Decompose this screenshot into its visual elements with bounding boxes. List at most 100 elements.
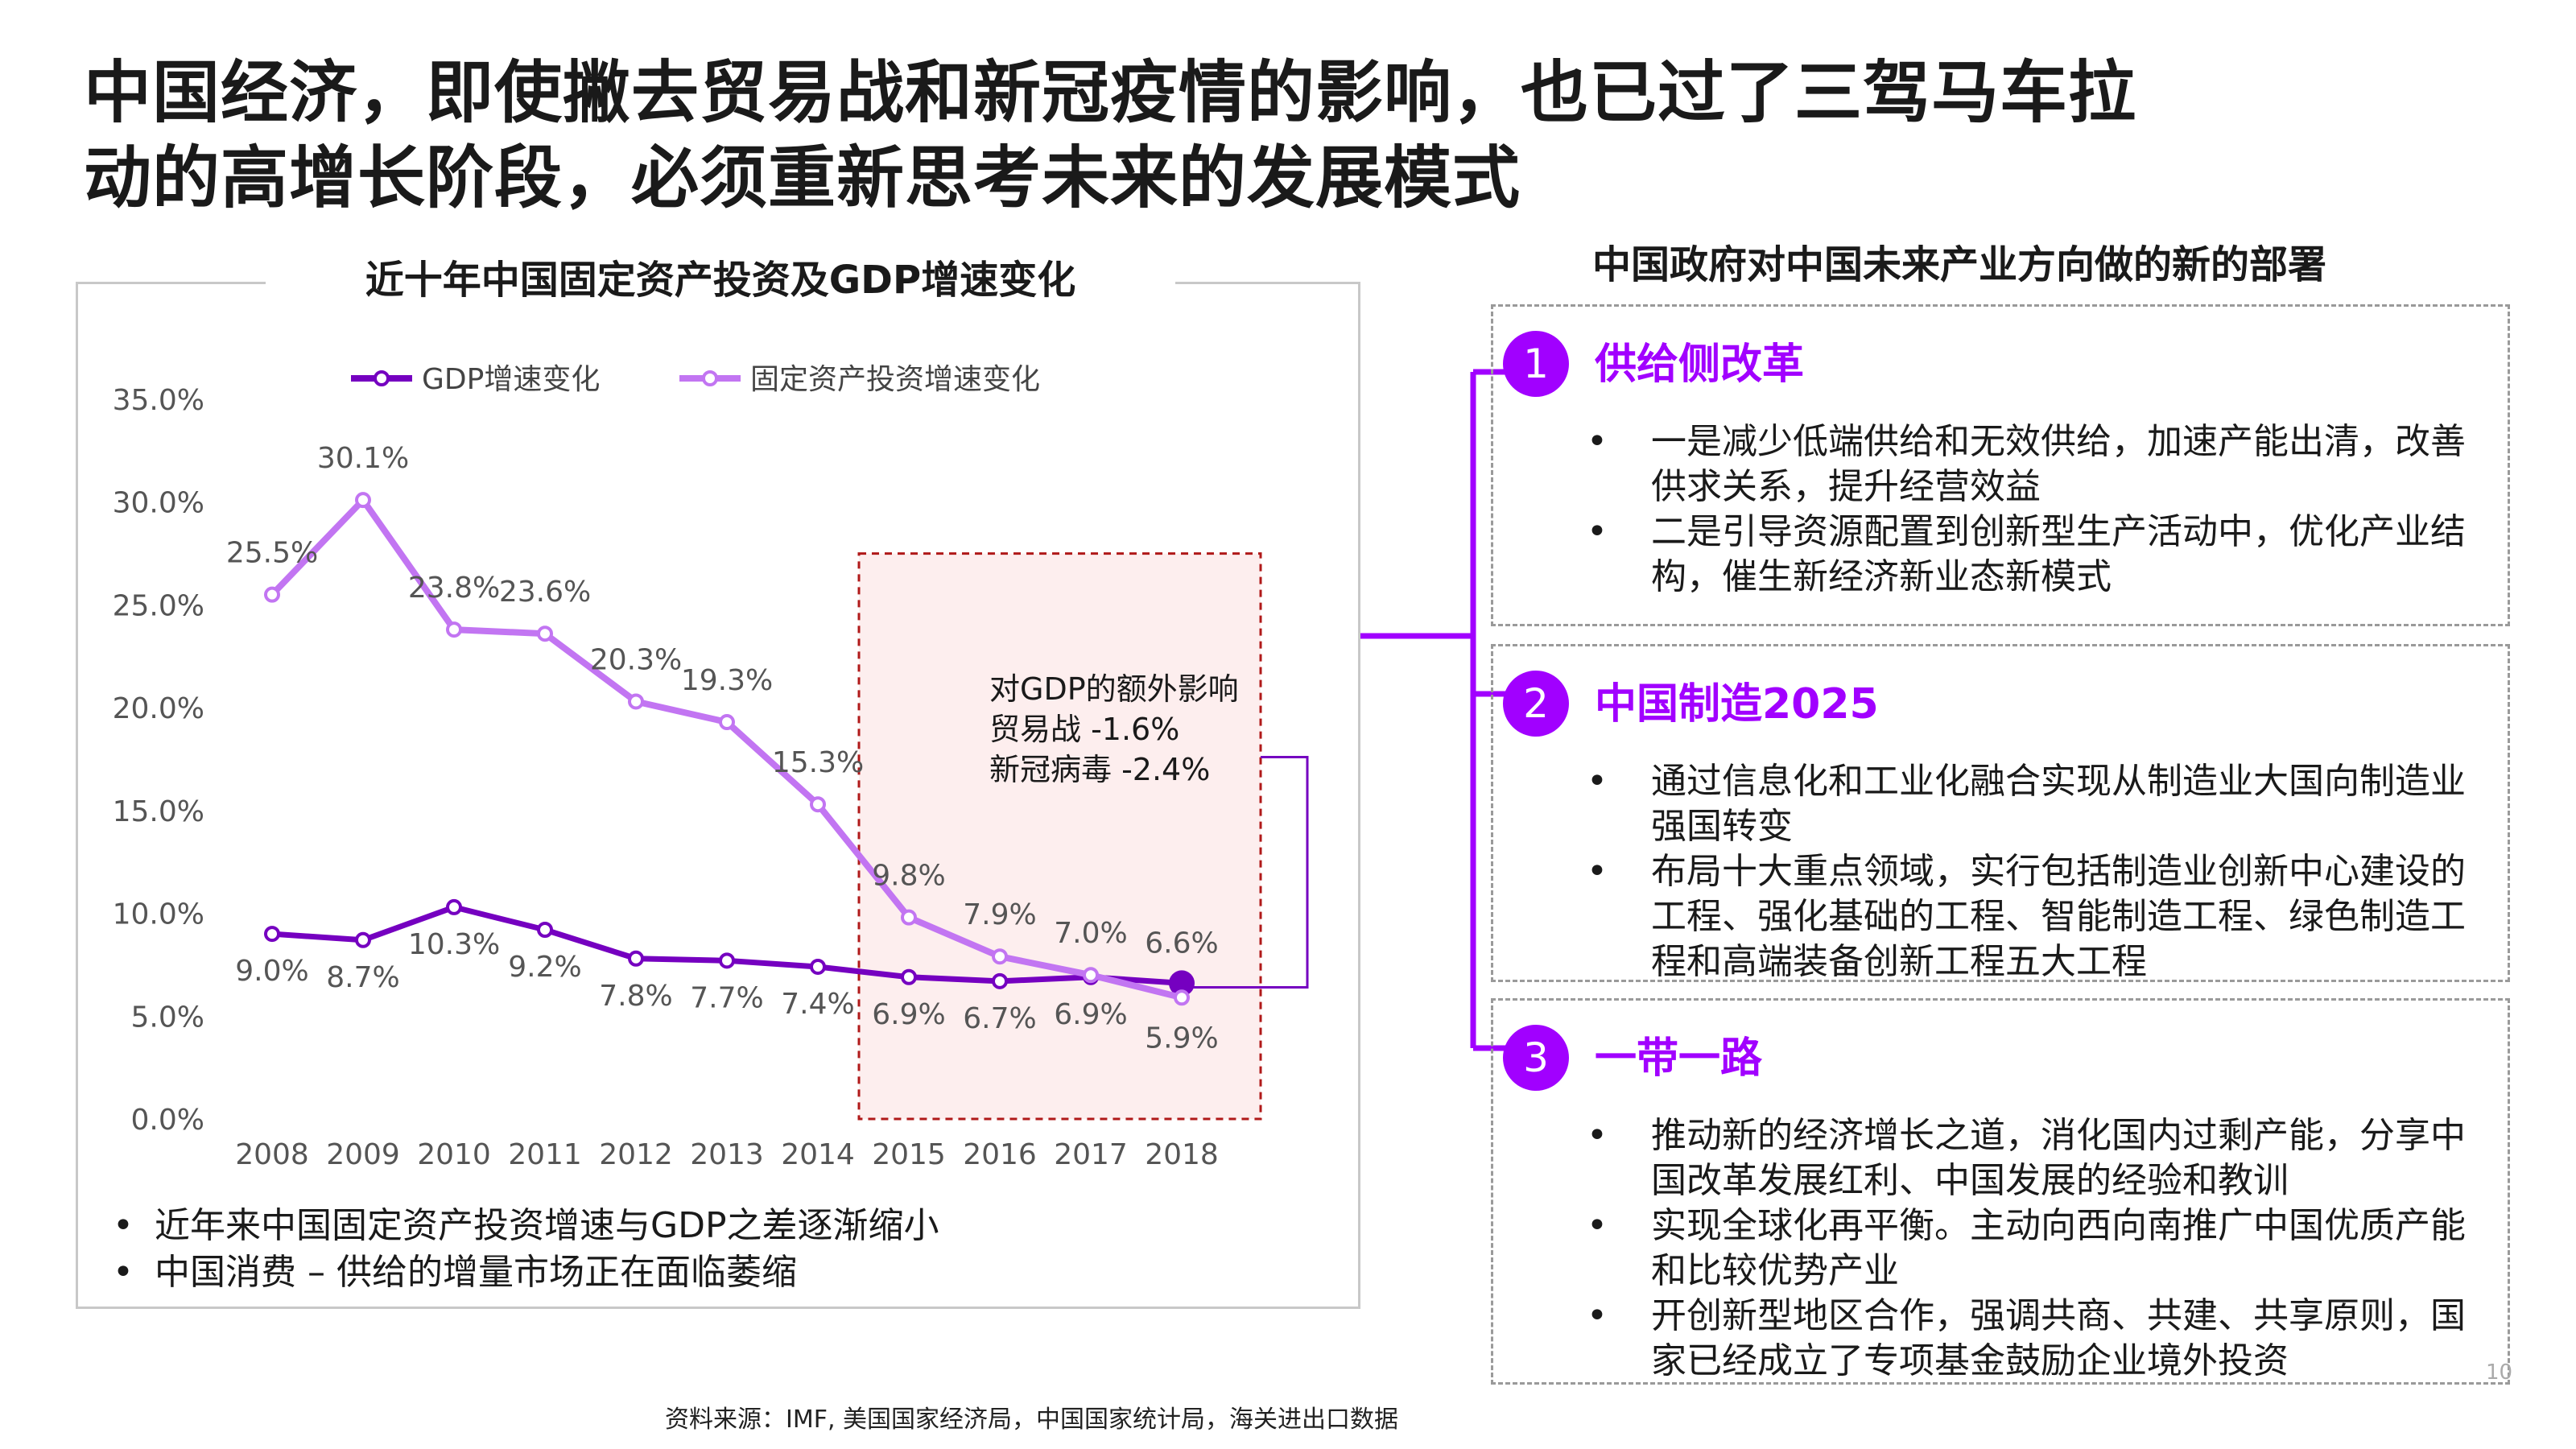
number-badge: 1 [1503, 331, 1569, 397]
data-label: 10.3% [408, 928, 500, 961]
data-label: 23.6% [499, 576, 591, 609]
data-label: 6.9% [872, 998, 945, 1031]
data-point [537, 625, 553, 642]
list-item: • 实现全球化再平衡。主动向西向南推广中国优质产能和比较优势产业 [1587, 1203, 2496, 1294]
y-tick-label: 25.0% [113, 589, 204, 622]
data-point [901, 909, 917, 926]
policy-heading: 供给侧改革 [1595, 341, 1805, 389]
policy-card-3: 3 一带一路 • 推动新的经济增长之道，消化国内过剩产能，分享中国改革发展红利、中… [1491, 998, 2510, 1385]
x-tick-label: 2013 [690, 1138, 764, 1171]
data-label: 7.4% [781, 988, 854, 1021]
legend-marker [374, 370, 390, 386]
list-item: • 通过信息化和工业化融合实现从制造业大国向制造业强国转变 [1587, 759, 2496, 849]
source-note: 资料来源：IMF, 美国国家经济局，中国国家统计局，海关进出口数据 [665, 1406, 1399, 1434]
highlight-annotation: 新冠病毒 -2.4% [989, 752, 1210, 787]
x-tick-label: 2008 [235, 1138, 309, 1171]
data-label: 9.2% [508, 951, 581, 984]
chart-note: • 近年来中国固定资产投资增速与GDP之差逐渐缩小 [113, 1203, 1320, 1249]
bullet-icon: • [1587, 761, 1608, 802]
data-label: 7.7% [690, 981, 763, 1014]
data-point [992, 948, 1008, 965]
data-point [264, 586, 280, 603]
data-point [719, 714, 735, 731]
chart-note-text: 中国消费 – 供给的增量市场正在面临萎缩 [155, 1252, 797, 1293]
data-label: 19.3% [681, 664, 773, 697]
y-tick-label: 30.0% [113, 487, 204, 520]
page-title: 中国经济，即使撇去贸易战和新冠疫情的影响，也已过了三驾马车拉 动的高增长阶段，必… [84, 50, 2257, 221]
data-label: 20.3% [590, 643, 682, 676]
data-label: 6.6% [1145, 927, 1218, 960]
y-tick-label: 0.0% [131, 1104, 204, 1137]
bullet-icon: • [1587, 1115, 1608, 1156]
data-point [1174, 989, 1190, 1006]
highlight-annotation: 对GDP的额外影响 [989, 671, 1239, 707]
chart-note-text: 近年来中国固定资产投资增速与GDP之差逐渐缩小 [155, 1205, 939, 1246]
policy-list: • 一是减少低端供给和无效供给，加速产能出清，改善供求关系，提升经营效益 • 二是引… [1587, 419, 2496, 600]
data-point [628, 693, 644, 710]
highlight-annotation: 贸易战 -1.6% [989, 712, 1179, 747]
x-tick-label: 2014 [781, 1138, 855, 1171]
data-point [355, 492, 371, 509]
number-badge: 3 [1503, 1025, 1569, 1091]
data-label: 25.5% [226, 537, 318, 570]
data-label: 7.8% [599, 980, 672, 1013]
data-point [446, 621, 462, 638]
x-tick-label: 2011 [508, 1138, 582, 1171]
bullet-icon: • [1587, 1205, 1608, 1246]
data-point [446, 898, 462, 915]
data-label: 7.9% [963, 898, 1036, 931]
data-label: 6.9% [1054, 998, 1127, 1031]
bullet-icon: • [1587, 1295, 1608, 1336]
y-tick-label: 20.0% [113, 692, 204, 725]
data-label: 23.8% [408, 572, 500, 605]
data-point [628, 950, 644, 967]
data-label: 7.0% [1054, 917, 1127, 950]
data-label: 8.7% [326, 961, 399, 994]
bullet-icon: • [1587, 511, 1608, 552]
page-title-line-1: 中国经济，即使撇去贸易战和新冠疫情的影响，也已过了三驾马车拉 [84, 53, 2137, 132]
data-label: 15.3% [772, 746, 864, 779]
bullet-icon: • [113, 1205, 134, 1246]
page-title-line-2: 动的高增长阶段，必须重新思考未来的发展模式 [84, 138, 1521, 217]
right-panel-title: 中国政府对中国未来产业方向做的新的部署 [1592, 242, 2327, 287]
data-label: 9.8% [872, 860, 945, 893]
data-point [1083, 967, 1099, 984]
x-tick-label: 2010 [417, 1138, 491, 1171]
list-item: • 开创新型地区合作，强调共商、共建、共享原则，国家已经成立了专项基金鼓励企业境外… [1587, 1294, 2496, 1384]
legend-label: 固定资产投资增速变化 [750, 363, 1040, 396]
legend-label: GDP增速变化 [422, 363, 600, 396]
page-number: 10 [2486, 1360, 2513, 1385]
data-label: 5.9% [1145, 1022, 1218, 1055]
bullet-icon: • [1587, 851, 1608, 892]
number-badge: 2 [1503, 671, 1569, 737]
data-point [810, 958, 826, 975]
chart-notes: • 近年来中国固定资产投资增速与GDP之差逐渐缩小 • 中国消费 – 供给的增量… [113, 1203, 1320, 1296]
bullet-icon: • [113, 1252, 134, 1293]
policy-card-2: 2 中国制造2025 • 通过信息化和工业化融合实现从制造业大国向制造业强国转变 … [1491, 644, 2510, 982]
policy-heading: 一带一路 [1595, 1034, 1763, 1083]
annotation-bracket [1190, 755, 1309, 989]
data-label: 30.1% [317, 442, 409, 475]
x-tick-label: 2016 [963, 1138, 1037, 1171]
highlight-region [857, 552, 1262, 1121]
policy-card-1: 1 供给侧改革 • 一是减少低端供给和无效供给，加速产能出清，改善供求关系，提升经… [1491, 304, 2510, 626]
policy-heading: 中国制造2025 [1595, 680, 1879, 729]
bullet-icon: • [1587, 421, 1608, 462]
legend-marker [702, 370, 718, 386]
data-label: 9.0% [235, 955, 308, 988]
data-point [719, 952, 735, 969]
data-point [901, 968, 917, 985]
chart-note: • 中国消费 – 供给的增量市场正在面临萎缩 [113, 1249, 1320, 1296]
y-tick-label: 5.0% [131, 1001, 204, 1034]
data-label: 6.7% [963, 1002, 1036, 1035]
x-tick-label: 2018 [1145, 1138, 1219, 1171]
x-tick-label: 2017 [1054, 1138, 1128, 1171]
list-item: • 推动新的经济增长之道，消化国内过剩产能，分享中国改革发展红利、中国发展的经验和… [1587, 1113, 2496, 1203]
x-tick-label: 2015 [872, 1138, 946, 1171]
chart-title: 近十年中国固定资产投资及GDP增速变化 [266, 250, 1175, 311]
data-point [537, 922, 553, 939]
policy-list: • 推动新的经济增长之道，消化国内过剩产能，分享中国改革发展红利、中国发展的经验和… [1587, 1113, 2496, 1384]
x-tick-label: 2009 [326, 1138, 400, 1171]
y-tick-label: 10.0% [113, 898, 204, 931]
